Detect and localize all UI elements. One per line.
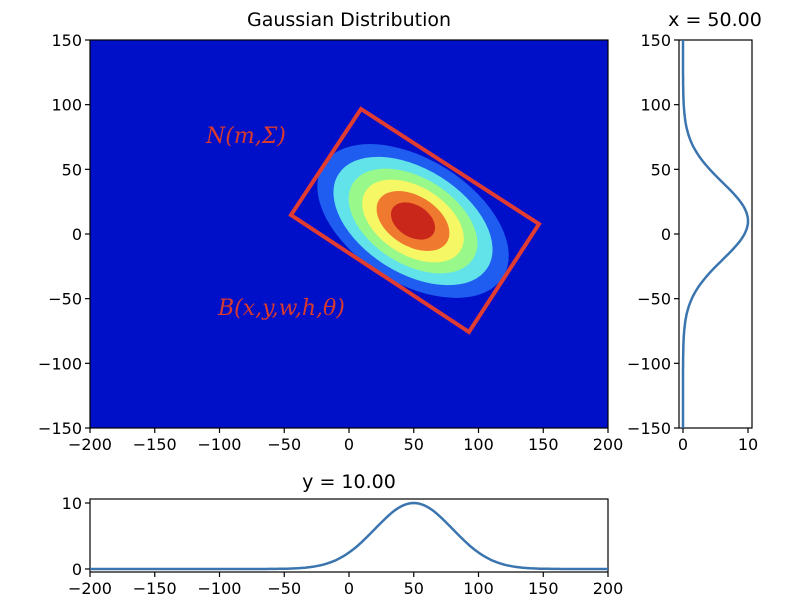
y-tick-label: −50 [48, 290, 82, 309]
x-tick-label: 0 [344, 435, 354, 454]
main-heatmap-plot: Gaussian Distribution N(m,Σ) B(x,y,w,h,θ… [38, 9, 623, 454]
bottom-slice-plot: y = 10.00 −200 −150 −100 −50 0 50 100 150 200 10… [62, 471, 624, 598]
x-tick-label: −50 [267, 579, 301, 598]
main-title: Gaussian Distribution [247, 9, 451, 31]
x-tick-label: 50 [404, 435, 424, 454]
contour-level-6 [390, 202, 436, 240]
y-tick-label: 0 [72, 560, 82, 579]
y-tick-label: 50 [62, 160, 82, 179]
x-tick-label: 10 [738, 435, 758, 454]
annotation-normal: N(m,Σ) [205, 124, 286, 149]
x-tick-label: 150 [528, 579, 559, 598]
x-tick-label: −100 [198, 579, 242, 598]
y-tick-label: 100 [51, 96, 82, 115]
x-tick-label: 0 [344, 579, 354, 598]
x-tick-label: 200 [593, 579, 624, 598]
x-tick-label: 200 [593, 435, 624, 454]
main-x-axis: −200 −150 −100 −50 0 50 100 150 200 [68, 428, 623, 454]
bottom-slice-curve [90, 501, 608, 571]
x-tick-label: 100 [463, 579, 494, 598]
y-tick-label: 50 [651, 160, 671, 179]
x-tick-label: −150 [133, 435, 177, 454]
y-tick-label: 0 [661, 225, 671, 244]
bottom-title: y = 10.00 [302, 471, 396, 493]
y-tick-label: −100 [627, 354, 671, 373]
x-tick-label: 150 [528, 435, 559, 454]
side-slice-plot: x = 50.00 0 10 150 100 50 0 −50 −100 −150 [627, 9, 762, 454]
y-tick-label: 0 [72, 225, 82, 244]
x-tick-label: −200 [68, 435, 112, 454]
y-tick-label: 100 [640, 96, 671, 115]
main-y-axis: 150 100 50 0 −50 −100 −150 [38, 31, 90, 438]
side-slice-curve [681, 40, 750, 428]
y-tick-label: 150 [640, 31, 671, 50]
y-tick-label: 10 [62, 494, 82, 513]
y-tick-label: −50 [637, 290, 671, 309]
x-tick-label: −150 [133, 579, 177, 598]
side-title: x = 50.00 [668, 9, 762, 31]
bottom-axes-frame [89, 498, 609, 573]
y-tick-label: −150 [627, 419, 671, 438]
oriented-bounding-box [288, 106, 542, 335]
gaussian-contours [317, 144, 509, 298]
side-axes-frame [678, 39, 753, 429]
x-tick-label: −100 [198, 435, 242, 454]
bottom-x-axis: −200 −150 −100 −50 0 50 100 150 200 [68, 572, 623, 598]
side-x-axis: 0 10 [678, 428, 758, 454]
x-tick-label: 0 [678, 435, 688, 454]
x-tick-label: −50 [267, 435, 301, 454]
x-tick-label: −200 [68, 579, 112, 598]
annotation-box: B(x,y,w,h,θ) [217, 296, 345, 321]
x-tick-label: 50 [404, 579, 424, 598]
y-tick-label: −100 [38, 354, 82, 373]
x-tick-label: 100 [463, 435, 494, 454]
side-y-axis: 150 100 50 0 −50 −100 −150 [627, 31, 679, 438]
y-tick-label: −150 [38, 419, 82, 438]
bottom-y-axis: 10 0 [62, 494, 90, 579]
y-tick-label: 150 [51, 31, 82, 50]
